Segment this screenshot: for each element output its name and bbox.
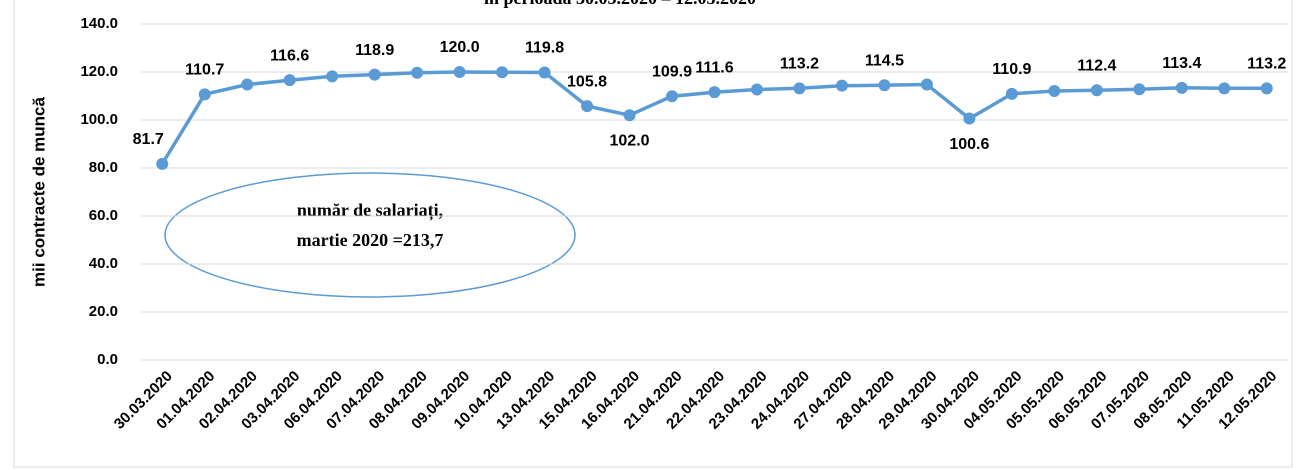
data-label: 100.6	[949, 136, 989, 153]
y-tick-label: 140.0	[80, 15, 118, 32]
marker	[241, 78, 254, 91]
data-label: 109.9	[652, 63, 692, 80]
y-tick-label: 20.0	[89, 303, 118, 320]
data-label: 113.2	[780, 56, 819, 73]
data-label: 112.4	[1077, 57, 1116, 74]
marker	[920, 78, 933, 91]
data-label: 120.0	[440, 39, 480, 56]
data-label: 113.4	[1162, 55, 1201, 72]
annotation: număr de salariați,	[297, 200, 443, 221]
y-tick-label: 100.0	[80, 111, 118, 128]
data-label: 119.8	[525, 40, 564, 57]
marker	[1218, 82, 1231, 95]
y-tick-label: 0.0	[97, 351, 118, 368]
y-tick-label: 120.0	[80, 63, 118, 80]
marker	[1175, 81, 1188, 94]
data-label: 113.2	[1247, 56, 1286, 73]
y-tick-label: 60.0	[89, 207, 118, 224]
marker	[581, 100, 594, 113]
data-label: 110.7	[185, 62, 224, 79]
data-label: 114.5	[865, 52, 904, 69]
marker	[623, 109, 636, 122]
marker	[708, 86, 721, 99]
annotation: martie 2020 =213,7	[297, 230, 444, 250]
marker	[1260, 82, 1273, 95]
data-label: 116.6	[270, 47, 309, 64]
marker	[283, 74, 296, 87]
chart-title: în perioada 30.03.2020 – 12.05.2020	[483, 0, 756, 8]
marker	[156, 157, 169, 170]
data-label: 110.9	[992, 61, 1031, 78]
marker	[411, 66, 424, 79]
marker	[793, 82, 806, 95]
y-tick-label: 40.0	[89, 255, 118, 272]
y-axis-label: mii contracte de muncă	[29, 97, 48, 287]
marker	[750, 83, 763, 96]
marker	[878, 79, 891, 92]
marker	[1048, 84, 1061, 97]
annotation-ellipse	[164, 172, 576, 298]
marker	[453, 66, 466, 78]
data-label: 102.0	[610, 132, 650, 149]
marker	[1133, 83, 1146, 96]
marker	[835, 79, 848, 92]
marker	[326, 70, 339, 83]
marker	[963, 112, 976, 125]
marker	[1005, 87, 1018, 100]
marker	[496, 66, 509, 79]
marker	[538, 66, 551, 79]
data-label: 111.6	[695, 59, 733, 76]
marker	[198, 88, 211, 101]
y-tick-label: 80.0	[89, 159, 118, 176]
marker	[666, 90, 679, 103]
line	[160, 70, 1267, 165]
data-label: 105.8	[567, 73, 607, 90]
data-label: 118.9	[355, 42, 394, 59]
chart-border	[13, 0, 1293, 468]
marker	[1090, 84, 1103, 97]
data-label: 81.7	[133, 131, 164, 148]
marker	[368, 68, 381, 81]
